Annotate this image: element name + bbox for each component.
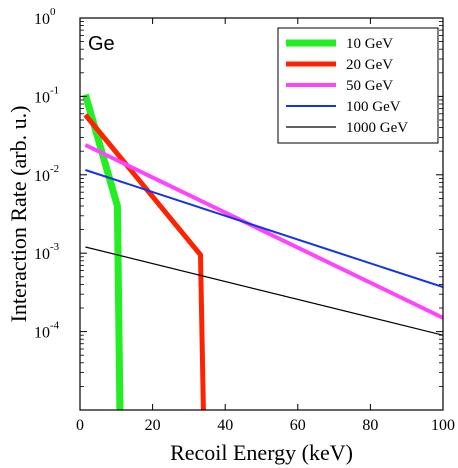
legend-label: 20 GeV bbox=[346, 57, 393, 73]
x-tick-label: 40 bbox=[217, 417, 233, 434]
x-tick-label: 80 bbox=[362, 417, 378, 434]
panel-label: Ge bbox=[88, 33, 115, 55]
x-tick-label: 100 bbox=[431, 417, 455, 434]
y-tick-label: 10-1 bbox=[34, 84, 59, 106]
legend-label: 10 GeV bbox=[346, 36, 393, 52]
legend-label: 1000 GeV bbox=[346, 120, 408, 136]
series-layer bbox=[82, 93, 443, 410]
y-tick-label: 10-3 bbox=[34, 241, 60, 263]
y-tick-label: 100 bbox=[34, 6, 56, 28]
legend-label: 50 GeV bbox=[346, 78, 393, 94]
axes-layer bbox=[79, 17, 444, 411]
y-tick-label: 10-2 bbox=[34, 163, 59, 185]
legend-label: 100 GeV bbox=[346, 99, 401, 115]
x-tick-label: 0 bbox=[76, 417, 84, 434]
series-line-100-gev bbox=[85, 169, 443, 289]
x-tick-label: 20 bbox=[145, 417, 161, 434]
series-line-50-gev bbox=[84, 143, 443, 320]
series-line-10-gev bbox=[82, 93, 124, 410]
labels-layer: 0 20 40 60 80 100 100 10-1 10-2 10-3 10-4 Recoil En… bbox=[6, 6, 455, 465]
series-line-1000-gev bbox=[85, 246, 443, 336]
x-tick-label: 60 bbox=[290, 417, 306, 434]
y-axis-title: Interaction Rate (arb. u.) bbox=[6, 106, 31, 323]
x-axis-title: Recoil Energy (keV) bbox=[170, 440, 353, 465]
axes-frame bbox=[79, 17, 444, 411]
legend: 10 GeV 20 GeV 50 GeV 100 GeV 1000 GeV bbox=[277, 27, 439, 144]
y-tick-label: 10-4 bbox=[34, 320, 60, 342]
